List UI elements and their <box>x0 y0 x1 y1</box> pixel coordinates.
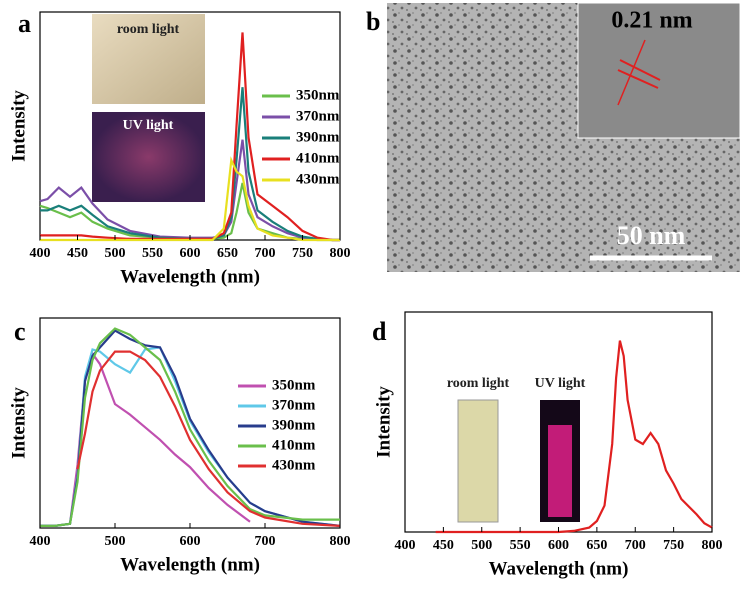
x-axis-title: Wavelength (nm) <box>120 266 260 287</box>
x-tick-label: 700 <box>255 534 276 549</box>
legend-label: 370nm <box>296 108 340 124</box>
annotation: room light <box>117 22 180 37</box>
x-tick-label: 600 <box>180 534 201 549</box>
legend-label: 390nm <box>296 129 340 145</box>
legend-label: 390nm <box>272 417 316 433</box>
x-tick-label: 600 <box>180 246 201 261</box>
x-tick-label: 800 <box>702 538 723 553</box>
lattice-marker <box>617 69 659 89</box>
lattice-label: 0.21 nm <box>611 8 692 34</box>
y-axis-title: Intensity <box>8 90 29 162</box>
legend-label: 410nm <box>272 437 316 453</box>
panel-label: d <box>372 317 387 346</box>
annotation: UV light <box>123 118 174 133</box>
x-tick-label: 700 <box>255 246 276 261</box>
series-line <box>40 87 340 242</box>
x-tick-label: 750 <box>292 246 313 261</box>
x-tick-label: 550 <box>510 538 531 553</box>
x-tick-label: 650 <box>217 246 238 261</box>
x-tick-label: 400 <box>30 534 51 549</box>
panel-label: c <box>14 317 26 346</box>
legend-label: 410nm <box>296 150 340 166</box>
x-tick-label: 550 <box>142 246 163 261</box>
hrtem-inset <box>577 2 741 139</box>
cuvette-room-light <box>457 399 499 523</box>
y-axis-title: Intensity <box>373 386 394 458</box>
x-tick-label: 700 <box>625 538 646 553</box>
x-axis-title: Wavelength (nm) <box>120 554 260 575</box>
legend-label: 430nm <box>296 171 340 187</box>
legend-label: 350nm <box>296 87 340 103</box>
x-tick-label: 600 <box>548 538 569 553</box>
series-line <box>76 350 341 527</box>
legend-label: 430nm <box>272 457 316 473</box>
x-tick-label: 500 <box>105 246 126 261</box>
x-tick-label: 450 <box>433 538 454 553</box>
lattice-marker <box>619 59 661 81</box>
panel-label: a <box>18 9 31 38</box>
panel-label: b <box>366 7 380 36</box>
photo-room-light <box>92 14 205 104</box>
series-line <box>40 351 251 527</box>
cuvette-glow <box>548 425 572 517</box>
annotation: room light <box>447 376 510 391</box>
photo-uv-light <box>92 112 205 202</box>
x-tick-label: 400 <box>30 246 51 261</box>
x-tick-label: 400 <box>395 538 416 553</box>
y-axis-title: Intensity <box>8 387 29 459</box>
x-tick-label: 800 <box>330 246 351 261</box>
scale-label: 50 nm <box>617 221 686 250</box>
x-tick-label: 500 <box>105 534 126 549</box>
x-tick-label: 800 <box>330 534 351 549</box>
series-line <box>435 340 713 534</box>
x-tick-label: 500 <box>471 538 492 553</box>
legend-label: 350nm <box>272 377 316 393</box>
x-axis-title: Wavelength (nm) <box>489 558 629 579</box>
lattice-arrow <box>617 39 646 106</box>
annotation: UV light <box>535 376 586 391</box>
x-tick-label: 450 <box>67 246 88 261</box>
x-tick-label: 650 <box>586 538 607 553</box>
series-line <box>40 327 340 527</box>
legend-label: 370nm <box>272 397 316 413</box>
x-tick-label: 750 <box>663 538 684 553</box>
